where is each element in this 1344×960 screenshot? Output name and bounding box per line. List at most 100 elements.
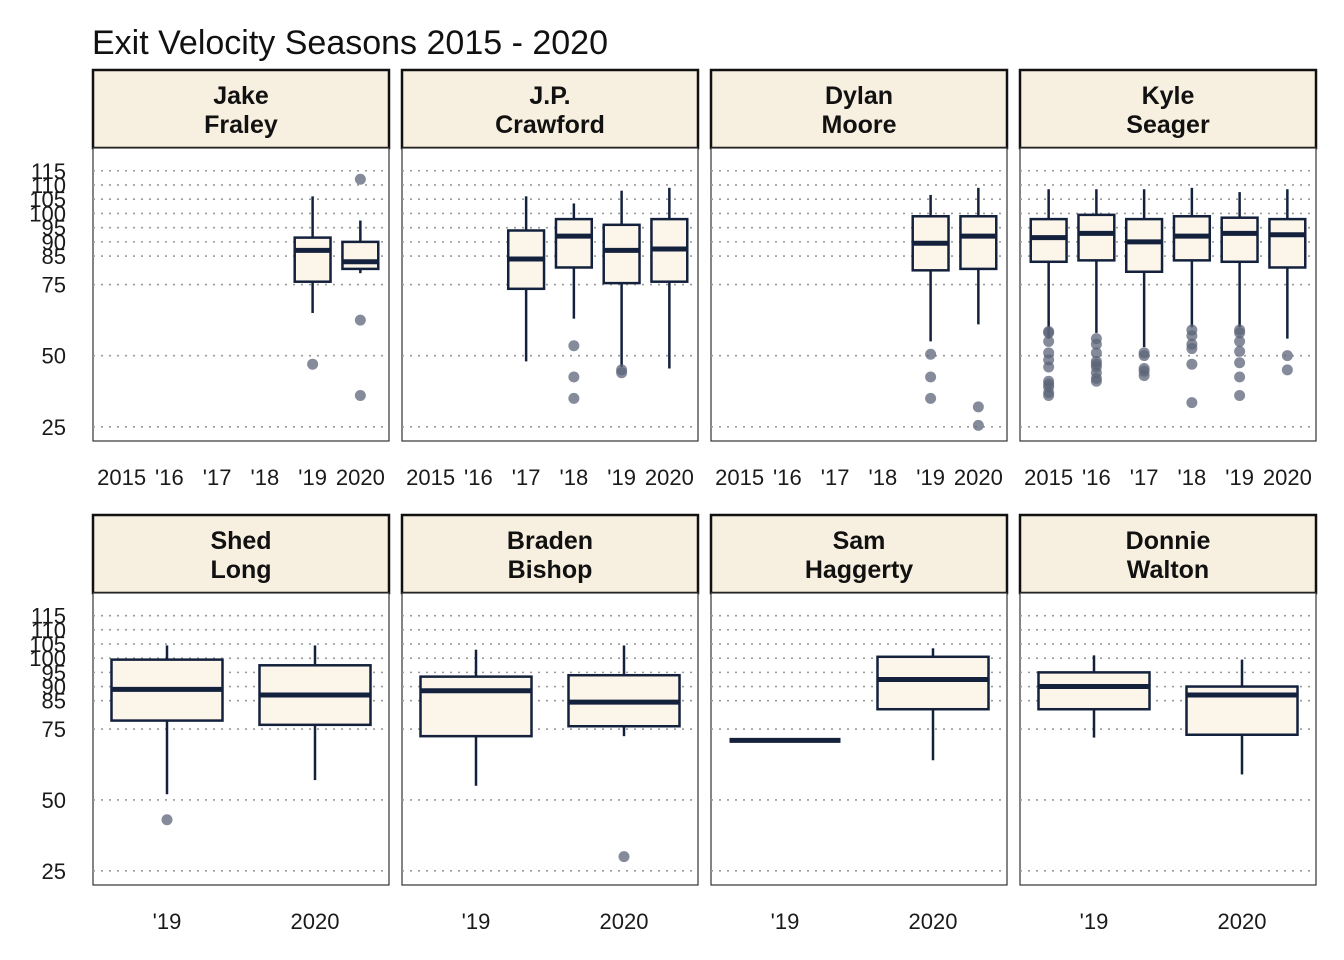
- facet-strip: [91, 513, 391, 595]
- y-tick-label: 95: [42, 216, 66, 241]
- facet-strip-label: Jake: [213, 82, 269, 110]
- y-tick-label: 75: [42, 273, 66, 298]
- facet-strip-label: Seager: [1126, 111, 1210, 139]
- y-tick-label: 95: [42, 660, 66, 685]
- outlier-point: [354, 389, 366, 401]
- outlier-point: [1090, 375, 1102, 387]
- outlier-point: [568, 371, 580, 383]
- box: [419, 675, 533, 738]
- outlier-point: [1186, 397, 1198, 409]
- facet-strip-label: Sam: [833, 527, 886, 555]
- facet-strip: [1018, 68, 1318, 150]
- x-tick-label: '18: [869, 465, 898, 490]
- outlier-point: [925, 371, 937, 383]
- outlier-point: [568, 392, 580, 404]
- y-tick-label: 100: [29, 646, 66, 671]
- outlier-point: [925, 348, 937, 360]
- outlier-point: [1186, 330, 1198, 342]
- outlier-point: [1043, 335, 1055, 347]
- x-tick-label: 2015: [406, 465, 455, 490]
- x-tick-label: 2020: [600, 909, 649, 934]
- facet-strip-label: Haggerty: [805, 556, 913, 584]
- box: [293, 236, 332, 283]
- panel-frame: [1019, 147, 1317, 442]
- x-tick-label: 2020: [909, 909, 958, 934]
- y-tick-label: 105: [29, 632, 66, 657]
- facet-strip-label: Dylan: [825, 82, 893, 110]
- x-tick-label: 2015: [1024, 465, 1073, 490]
- y-tick-label: 50: [42, 344, 66, 369]
- facet-strip-label: Moore: [822, 111, 897, 139]
- panel-frame: [401, 592, 699, 886]
- x-tick-label: 2020: [645, 465, 694, 490]
- box: [1220, 216, 1259, 264]
- y-tick-label: 90: [42, 230, 66, 255]
- x-tick-label: 2020: [1263, 465, 1312, 490]
- y-tick-label: 115: [31, 159, 66, 184]
- outlier-point: [972, 401, 984, 413]
- outlier-point: [1043, 327, 1055, 339]
- outlier-point: [354, 314, 366, 326]
- outlier-point: [972, 419, 984, 431]
- box: [341, 240, 380, 271]
- facet-strip: [400, 513, 700, 595]
- outlier-point: [925, 392, 937, 404]
- y-tick-label: 115: [31, 604, 66, 629]
- panel-frame: [92, 147, 390, 442]
- x-tick-label: '17: [203, 465, 232, 490]
- box: [602, 223, 641, 285]
- x-tick-label: '16: [464, 465, 493, 490]
- outlier-point: [161, 814, 173, 826]
- panel-frame: [92, 592, 390, 886]
- x-tick-label: '17: [1130, 465, 1159, 490]
- outlier-point: [1234, 371, 1246, 383]
- facet-strip-label: Long: [210, 556, 271, 584]
- x-tick-label: 2020: [954, 465, 1003, 490]
- box: [554, 217, 594, 269]
- x-tick-label: '18: [251, 465, 280, 490]
- x-tick-label: '16: [1082, 465, 1111, 490]
- x-tick-label: '19: [771, 909, 800, 934]
- box: [959, 215, 998, 271]
- x-tick-label: '19: [462, 909, 491, 934]
- x-tick-label: 2020: [1218, 909, 1267, 934]
- facet-strip: [91, 68, 391, 150]
- outlier-point: [1234, 335, 1246, 347]
- y-tick-label: 105: [29, 187, 66, 212]
- box: [1077, 213, 1116, 262]
- y-tick-label: 90: [42, 675, 66, 700]
- x-tick-label: 2020: [291, 909, 340, 934]
- x-tick-label: '18: [560, 465, 589, 490]
- outlier-point: [1281, 364, 1293, 376]
- y-tick-label: 75: [42, 717, 66, 742]
- x-tick-label: '16: [155, 465, 184, 490]
- x-tick-label: '19: [916, 465, 945, 490]
- facet-strip-label: Braden: [507, 527, 593, 555]
- box: [1029, 217, 1068, 264]
- y-tick-label: 85: [42, 689, 66, 714]
- outlier-point: [1138, 350, 1150, 362]
- facet-strip-label: Crawford: [495, 111, 605, 139]
- outlier-point: [1043, 389, 1055, 401]
- panel-frame: [1019, 592, 1317, 886]
- x-tick-label: '18: [1178, 465, 1207, 490]
- facet-strip-label: Kyle: [1142, 82, 1195, 110]
- outlier-point: [354, 173, 366, 185]
- outlier-point: [1186, 343, 1198, 355]
- outlier-point: [1186, 358, 1198, 370]
- x-tick-label: 2015: [97, 465, 146, 490]
- outlier-point: [1043, 361, 1055, 373]
- x-tick-label: '19: [1080, 909, 1109, 934]
- x-tick-label: '19: [607, 465, 636, 490]
- panel-frame: [401, 147, 699, 442]
- outlier-point: [1234, 389, 1246, 401]
- box: [1124, 217, 1164, 273]
- facet-strip-label: J.P.: [529, 82, 570, 110]
- y-tick-label: 110: [31, 618, 66, 643]
- box: [1268, 217, 1307, 269]
- facet-strip: [709, 513, 1009, 595]
- outlier-point: [1234, 345, 1246, 357]
- box: [876, 655, 990, 711]
- outlier-point: [1234, 327, 1246, 339]
